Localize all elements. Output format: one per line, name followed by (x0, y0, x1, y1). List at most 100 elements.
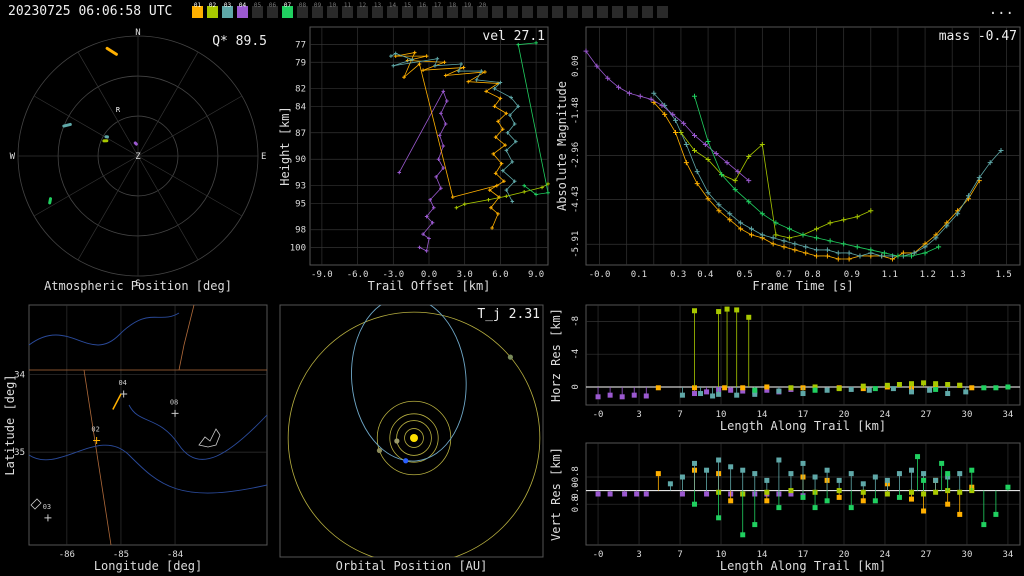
x-tick-label: 0.4 (697, 270, 713, 280)
mag-point (702, 141, 708, 147)
station-toggle-empty-27[interactable] (597, 6, 608, 18)
residual-point-02 (921, 491, 927, 497)
residual-point-02 (860, 489, 866, 495)
station-toggle-01[interactable]: 01 (192, 2, 203, 18)
x-tick-label: 27 (921, 410, 932, 420)
station-toggle-11[interactable]: 11 (342, 2, 353, 18)
mag-point (738, 226, 744, 232)
chart-height: -9.0 -6.0 -3.0 0.0 3.0 6.0 9.0 77 79 82 84 87 90 93 95… (278, 26, 550, 293)
mag-point (922, 244, 928, 250)
station-toggle-05[interactable]: 05 (252, 2, 263, 18)
height-series-01 (395, 52, 508, 229)
mag-point (781, 238, 787, 244)
station-toggle-13[interactable]: 13 (372, 2, 383, 18)
residual-point-01 (740, 385, 746, 391)
residual-point-02 (945, 382, 951, 388)
station-toggle-16[interactable]: 16 (417, 2, 428, 18)
planet-marker (376, 447, 383, 454)
azimuth-spoke (77, 155, 139, 261)
mag-point (827, 238, 833, 244)
planet-orbit (287, 311, 541, 557)
mag-point (881, 250, 887, 256)
mag-point (648, 96, 654, 102)
planet-marker (403, 458, 409, 464)
station-toggle-07[interactable]: 07 (282, 2, 293, 18)
residual-point-04 (634, 491, 640, 497)
residual-point-07 (939, 460, 945, 466)
residual-point-07 (740, 532, 746, 538)
x-tick-label: -0 (593, 410, 604, 420)
station-toggle-02[interactable]: 02 (207, 2, 218, 18)
x-tick-label: 10 (716, 410, 727, 420)
station-toggle-empty-30[interactable] (642, 6, 653, 18)
residual-point-03 (957, 471, 963, 477)
station-toggle-empty-28[interactable] (612, 6, 623, 18)
residual-point-03 (872, 474, 878, 480)
station-id-label: 18 (448, 2, 457, 9)
height-point (431, 205, 436, 210)
station-toggle-empty-29[interactable] (627, 6, 638, 18)
station-toggle-14[interactable]: 14 (387, 2, 398, 18)
height-point (499, 161, 504, 166)
map-station-label: 02 (91, 425, 99, 433)
mag-point (770, 235, 776, 241)
orbit-title: Orbital Position [AU] (336, 559, 488, 573)
residual-point-04 (764, 387, 770, 393)
x-tick-label: 0.7 (776, 270, 792, 280)
mag-point (800, 232, 806, 238)
map-station-label: 04 (118, 379, 126, 387)
mag-point (732, 187, 738, 193)
y-tick-label: 0.0 (571, 482, 581, 498)
mag-point (814, 247, 820, 253)
height-point (454, 205, 459, 210)
residual-point-01 (909, 496, 914, 502)
station-toggle-empty-23[interactable] (537, 6, 548, 18)
station-toggle-empty-22[interactable] (522, 6, 533, 18)
x-tick-label: 20 (839, 410, 850, 420)
residual-point-03 (884, 477, 890, 483)
station-toggle-empty-26[interactable] (582, 6, 593, 18)
station-toggle-10[interactable]: 10 (327, 2, 338, 18)
station-toggle-empty-20[interactable] (492, 6, 503, 18)
menu-dots-icon[interactable]: ... (988, 2, 1014, 18)
station-toggle-empty-31[interactable] (657, 6, 668, 18)
station-toggle-06[interactable]: 06 (267, 2, 278, 18)
height-point (508, 113, 512, 117)
residual-point-03 (824, 387, 830, 393)
station-toggle-empty-24[interactable] (552, 6, 563, 18)
station-toggle-15[interactable]: 15 (402, 2, 413, 18)
height-point (522, 183, 526, 188)
height-point (424, 249, 429, 253)
station-toggle-17[interactable]: 17 (432, 2, 443, 18)
height-point (496, 212, 500, 216)
station-id-label: 05 (253, 2, 262, 9)
y-tick-label: 77 (295, 41, 306, 51)
station-toggle-09[interactable]: 09 (312, 2, 323, 18)
orbit-layer (287, 305, 541, 557)
height-point (410, 57, 415, 62)
x-tick-label: 20 (839, 550, 850, 560)
station-toggle-empty-21[interactable] (507, 6, 518, 18)
station-toggle-empty-25[interactable] (567, 6, 578, 18)
residual-point-02 (909, 489, 914, 495)
residual-point-02 (957, 382, 963, 388)
station-toggle-12[interactable]: 12 (357, 2, 368, 18)
station-toggle-08[interactable]: 08 (297, 2, 308, 18)
x-tick-label: -3.0 (382, 270, 404, 280)
station-toggle-18[interactable]: 18 (447, 2, 458, 18)
height-point (434, 175, 438, 179)
y-tick-label: 0.00 (571, 55, 581, 77)
residual-point-07 (1005, 384, 1011, 390)
height-point (445, 99, 449, 103)
residual-point-04 (619, 394, 625, 400)
station-toggle-04[interactable]: 04 (237, 2, 248, 18)
station-id-label: 19 (463, 2, 472, 9)
residual-point-02 (860, 383, 866, 389)
station-toggle-03[interactable]: 03 (222, 2, 233, 18)
residual-point-03 (800, 460, 806, 466)
residual-point-01 (945, 501, 951, 507)
residual-point-01 (655, 471, 661, 477)
height-point (503, 143, 507, 147)
station-toggle-20[interactable]: 20 (477, 2, 488, 18)
station-toggle-19[interactable]: 19 (462, 2, 473, 18)
